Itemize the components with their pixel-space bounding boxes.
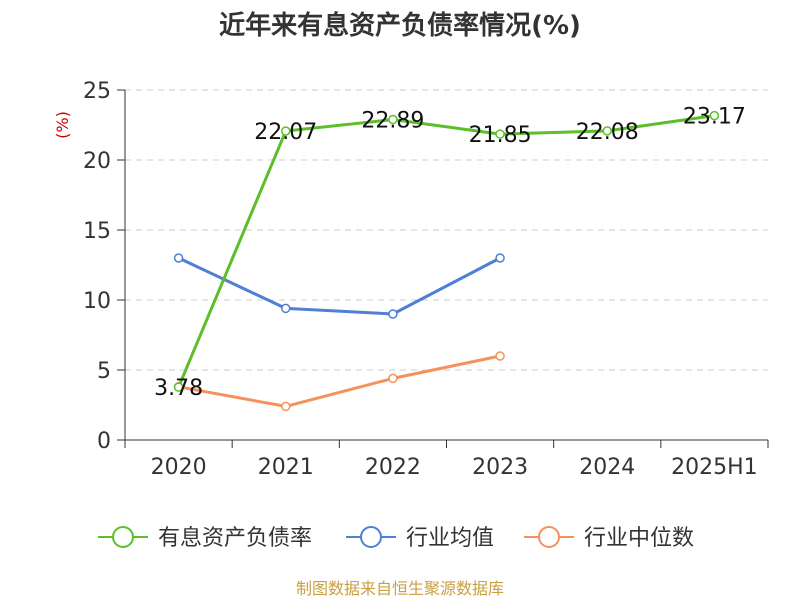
y-tick-label: 15 [83, 219, 111, 244]
source-note: 制图数据来自恒生聚源数据库 [296, 579, 504, 598]
data-point [281, 303, 291, 314]
data-label: 22.89 [361, 109, 424, 134]
legend-label: 行业均值 [406, 526, 494, 551]
data-point [388, 373, 398, 384]
data-label: 22.08 [576, 120, 639, 145]
data-point [281, 401, 291, 412]
data-point [388, 309, 398, 319]
x-tick-label: 2023 [472, 455, 528, 480]
data-labels: 3.78 22.07 22.89 21.85 22.08 23.17 [154, 105, 746, 401]
x-tick-label: 2025H1 [671, 455, 758, 480]
data-point [495, 253, 505, 263]
data-point [709, 110, 720, 121]
legend-marker [360, 526, 382, 548]
x-tick-label: 2022 [365, 455, 421, 480]
data-label: 21.85 [469, 123, 532, 148]
legend-label: 行业中位数 [584, 526, 694, 551]
data-label: 23.17 [683, 105, 746, 130]
legend-label: 有息资产负债率 [158, 526, 312, 551]
chart-title: 近年来有息资产负债率情况(%) [219, 10, 581, 41]
y-tick-label: 10 [83, 289, 111, 314]
legend: 有息资产负债率 行业均值 行业中位数 [98, 526, 694, 551]
series-group [173, 110, 720, 412]
data-point [495, 351, 505, 361]
data-point [281, 126, 291, 136]
data-point [602, 126, 612, 136]
axes [117, 89, 769, 448]
x-tick-labels: 2020 2021 2022 2023 2024 2025H1 [151, 455, 758, 480]
data-point [495, 129, 505, 139]
series-line [177, 256, 501, 316]
legend-marker [112, 526, 134, 548]
y-tick-label: 5 [97, 359, 111, 384]
y-axis-unit: (%) [53, 111, 72, 139]
x-tick-label: 2020 [151, 455, 207, 480]
data-point [173, 253, 184, 263]
y-tick-label: 0 [97, 429, 111, 454]
data-point [173, 382, 184, 392]
data-label: 3.78 [154, 376, 203, 401]
y-tick-label: 25 [83, 79, 111, 104]
x-tick-label: 2024 [579, 455, 635, 480]
series-line [177, 114, 715, 388]
y-tick-label: 20 [83, 149, 111, 174]
legend-marker [538, 526, 560, 548]
series-line [178, 354, 501, 408]
data-point [388, 114, 398, 125]
data-label: 22.07 [254, 120, 317, 145]
grid-lines [125, 89, 768, 371]
x-tick-label: 2021 [258, 455, 314, 480]
y-tick-labels: 0 5 10 15 20 25 [83, 79, 111, 454]
